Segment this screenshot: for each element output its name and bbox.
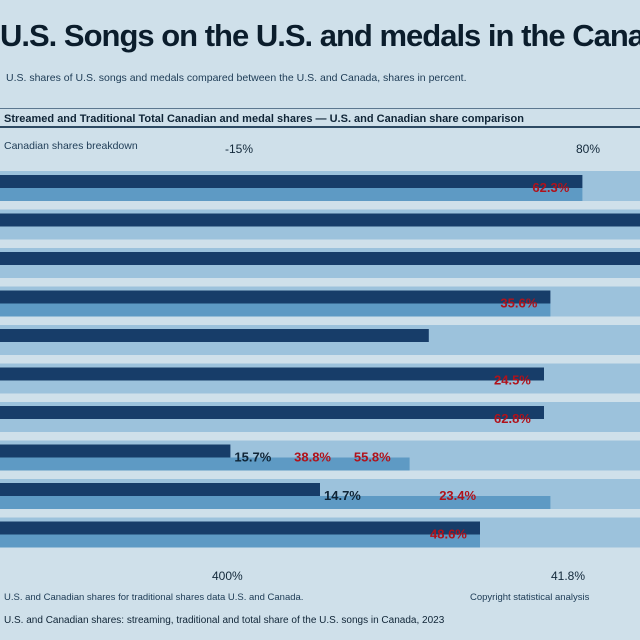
bar-chart: 62.3% 35.6% 24.5% 62.8% 15.7% 38.8% 55.8% 14.7%… [0, 171, 640, 548]
bar-series-1 [0, 444, 231, 458]
bar-value-label: 38.8% [294, 450, 331, 465]
bar-value-label: 55.8% [354, 450, 391, 465]
bar-series-1 [0, 406, 544, 419]
bar-series-1 [0, 367, 544, 381]
chart-subtitle: U.S. shares of U.S. songs and medals com… [6, 72, 467, 84]
column-header: Streamed and Traditional Total Canadian … [0, 108, 640, 128]
axis-bottom-right-label: 41.8% [551, 569, 586, 583]
bar-series-1 [0, 329, 429, 342]
bar-series-2 [0, 303, 551, 317]
bar-value-label: 62.3% [532, 180, 569, 195]
footer-line: U.S. and Canadian shares: streaming, tra… [4, 615, 445, 626]
chart-title: U.S. Songs on the U.S. and medals in the… [0, 18, 640, 53]
bar-series-1 [0, 252, 640, 265]
axis-top-right-label: 80% [576, 142, 601, 156]
bar-series-1 [0, 213, 640, 227]
bar-series-1 [0, 483, 320, 496]
footer-note: U.S. and Canadian shares for traditional… [4, 592, 304, 603]
section-label: Canadian shares breakdown [4, 140, 138, 152]
axis-top-left-label: -15% [225, 142, 254, 156]
bar-series-2 [0, 457, 410, 471]
bar-value-label: 15.7% [234, 450, 271, 465]
bar-value-label: 62.8% [494, 411, 531, 426]
source-note: Copyright statistical analysis [470, 592, 590, 603]
bar-value-label: 24.5% [494, 373, 531, 388]
bar-series-1 [0, 175, 583, 188]
bar-value-label: 14.7% [324, 488, 361, 503]
bar-series-2 [0, 496, 551, 509]
bar-series-2 [0, 188, 583, 201]
bar-value-label: 35.6% [500, 296, 537, 311]
axis-bottom-left-label: 400% [212, 569, 243, 583]
bar-series-1 [0, 521, 480, 535]
bar-series-2 [0, 534, 480, 548]
bar-series-1 [0, 290, 551, 304]
bar-value-label: 23.4% [439, 488, 476, 503]
bar-value-label: 48.6% [430, 527, 467, 542]
